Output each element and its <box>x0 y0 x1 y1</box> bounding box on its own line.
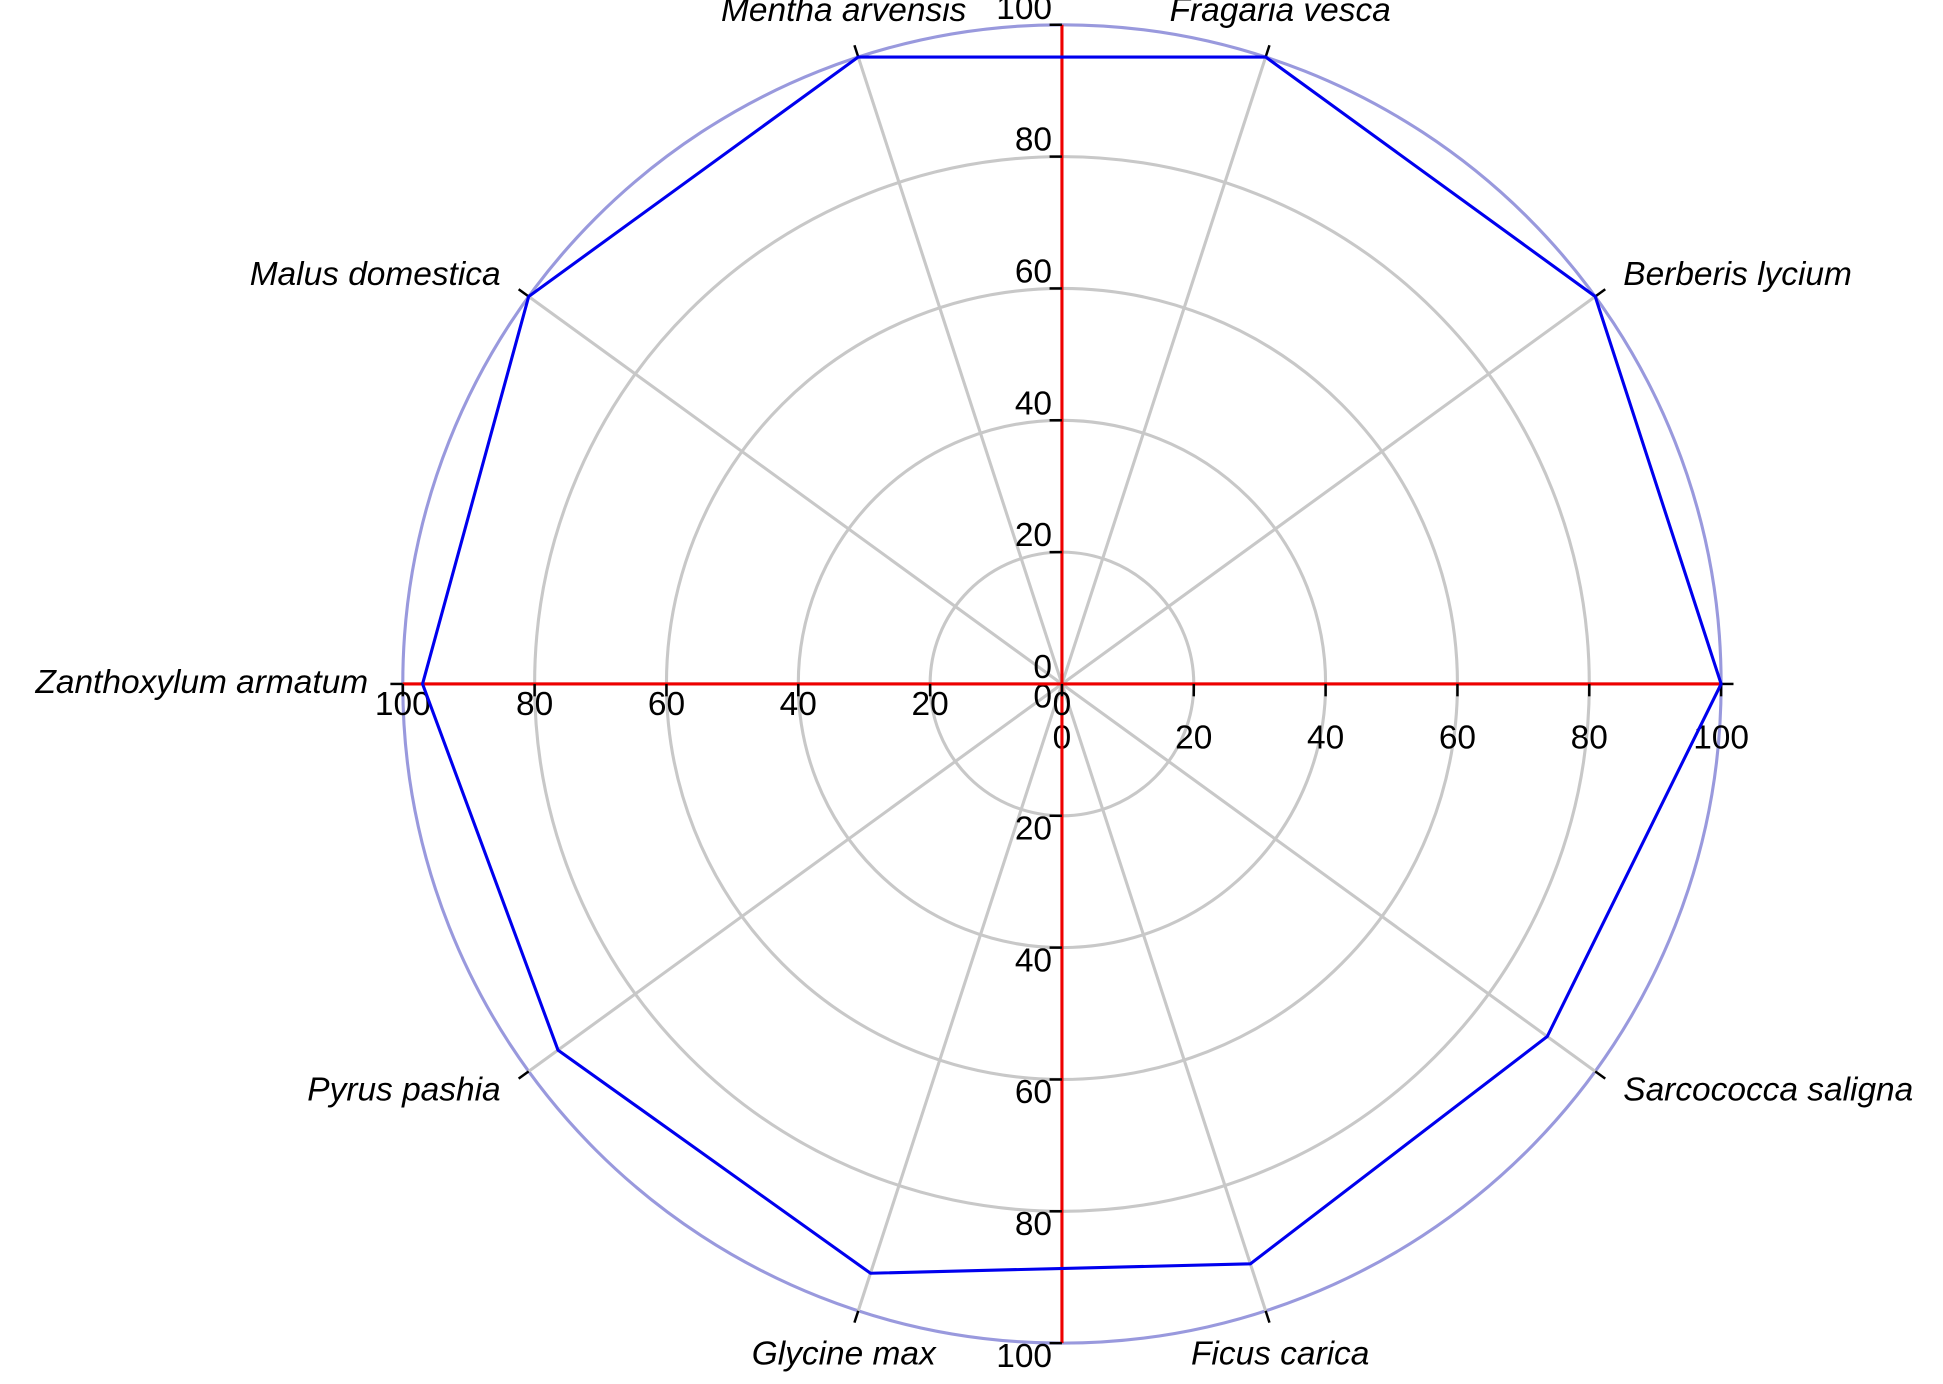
tick-label: 40 <box>780 686 817 723</box>
tick-label: 60 <box>1439 720 1476 757</box>
category-label: Berberis lycium <box>1623 256 1852 293</box>
tick-label: 40 <box>1015 942 1052 979</box>
tick-label: 100 <box>1693 720 1749 757</box>
spoke <box>1060 56 1268 685</box>
tick-label: 80 <box>1015 1206 1052 1243</box>
category-label: Ficus carica <box>1191 1335 1369 1372</box>
spoke <box>1061 682 1597 1073</box>
tick-label: 80 <box>516 686 553 723</box>
tick-label: 60 <box>1015 253 1052 290</box>
tick-label: 40 <box>1015 385 1052 422</box>
spoke-tick <box>1594 288 1606 298</box>
tick-label: 20 <box>1015 517 1052 554</box>
category-label: Malus domestica <box>250 256 501 293</box>
spoke <box>856 683 1064 1312</box>
tick-label: 80 <box>1571 720 1608 757</box>
tick-label: 20 <box>912 686 949 723</box>
tick-label: 60 <box>1015 1074 1052 1111</box>
category-label: Glycine max <box>752 1335 937 1372</box>
spoke <box>1061 295 1597 686</box>
tick-label: 20 <box>1175 720 1212 757</box>
spoke-tick <box>517 288 530 298</box>
spoke-tick <box>1594 1070 1606 1080</box>
tick-label: 0 <box>1033 649 1052 686</box>
spoke <box>1060 683 1268 1312</box>
category-label: Pyrus pashia <box>307 1072 500 1109</box>
spoke-tick <box>1264 1310 1271 1324</box>
spoke-tick <box>517 1070 530 1080</box>
category-label: Zanthoxylum armatum <box>34 664 368 701</box>
tick-label: 100 <box>996 1338 1052 1375</box>
tick-label: 20 <box>1015 810 1052 847</box>
tick-label: 100 <box>375 686 431 723</box>
category-label: Mentha arvensis <box>721 0 967 29</box>
category-label: Sarcococca saligna <box>1623 1072 1913 1109</box>
spoke-tick <box>1264 44 1271 58</box>
spoke <box>527 295 1063 686</box>
spoke-tick <box>853 44 860 58</box>
spoke-tick <box>853 1310 860 1324</box>
data-line <box>420 55 1723 1275</box>
category-label: Fragaria vesca <box>1170 0 1391 29</box>
spoke <box>856 56 1064 685</box>
tick-label: 0 <box>1053 686 1072 723</box>
tick-label: 40 <box>1307 720 1344 757</box>
tick-label: 0 <box>1033 679 1052 716</box>
tick-label: 60 <box>648 686 685 723</box>
tick-label: 80 <box>1015 122 1052 159</box>
spoke <box>527 682 1063 1073</box>
tick-label: 100 <box>996 0 1052 27</box>
